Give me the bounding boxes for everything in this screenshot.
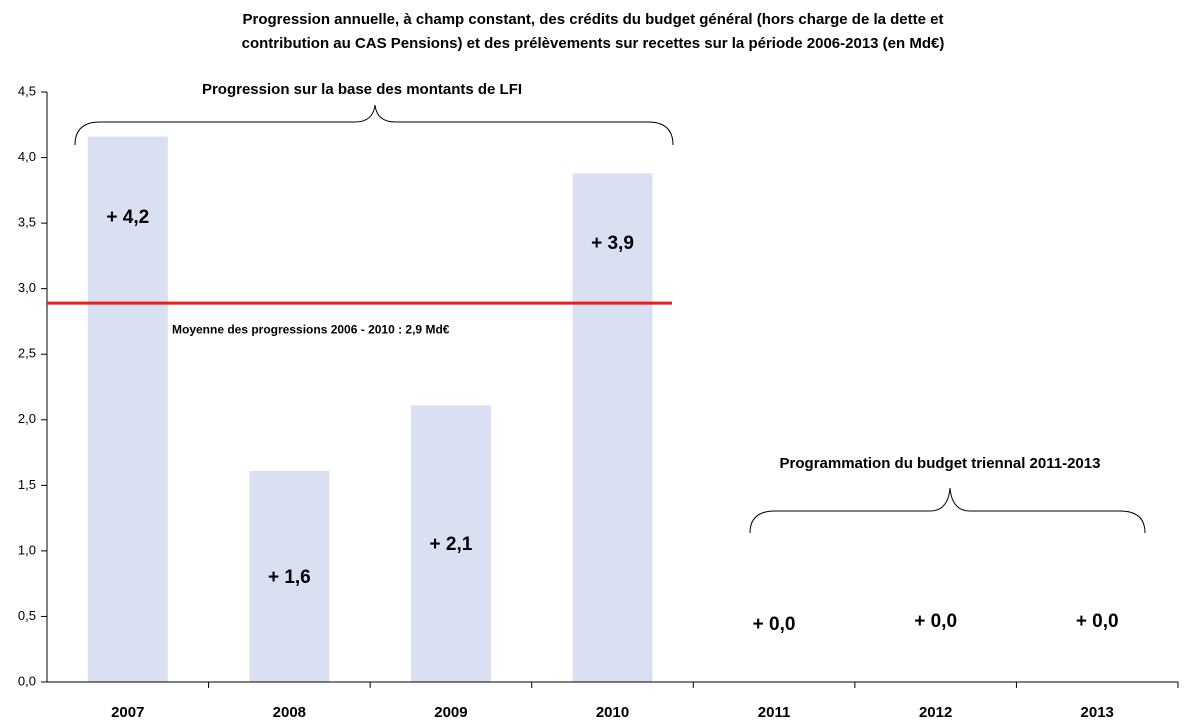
x-tick-label: 2013 [1081, 704, 1114, 720]
bar [410, 405, 491, 682]
annotation: Progression sur la base des montants de … [202, 81, 522, 98]
y-tick-label: 4,5 [18, 83, 36, 98]
value-label: + 3,9 [591, 233, 634, 254]
y-tick-label: 0,5 [18, 608, 36, 623]
x-tick-label: 2012 [919, 704, 952, 720]
y-tick-label: 2,5 [18, 346, 36, 361]
y-tick-label: 2,0 [18, 411, 36, 426]
value-label: + 0,0 [1076, 611, 1119, 632]
bar [87, 136, 168, 683]
value-label: + 0,0 [753, 614, 796, 635]
brace [749, 487, 1146, 534]
x-tick-label: 2010 [596, 704, 629, 720]
value-label: + 1,6 [268, 567, 311, 588]
y-tick-label: 3,5 [18, 215, 36, 230]
x-tick-label: 2011 [758, 704, 791, 720]
y-tick-label: 1,5 [18, 477, 36, 492]
value-label: + 4,2 [106, 207, 149, 228]
y-tick-label: 4,0 [18, 149, 36, 164]
value-label: + 0,0 [914, 611, 957, 632]
annotation: Programmation du budget triennal 2011-20… [780, 455, 1101, 472]
y-tick-label: 3,0 [18, 280, 36, 295]
y-tick-label: 0,0 [18, 673, 36, 688]
x-tick-label: 2008 [273, 704, 306, 720]
chart-title: Progression annuelle, à champ constant, … [242, 11, 943, 28]
bar [572, 173, 653, 683]
bar [249, 470, 330, 682]
chart-title: contribution au CAS Pensions) et des pré… [242, 35, 945, 52]
brace [74, 104, 674, 146]
x-tick-label: 2007 [111, 704, 144, 720]
value-label: + 2,1 [430, 534, 473, 555]
y-tick-label: 1,0 [18, 542, 36, 557]
mean-label: Moyenne des progressions 2006 - 2010 : 2… [172, 322, 450, 336]
x-tick-label: 2009 [434, 704, 467, 720]
